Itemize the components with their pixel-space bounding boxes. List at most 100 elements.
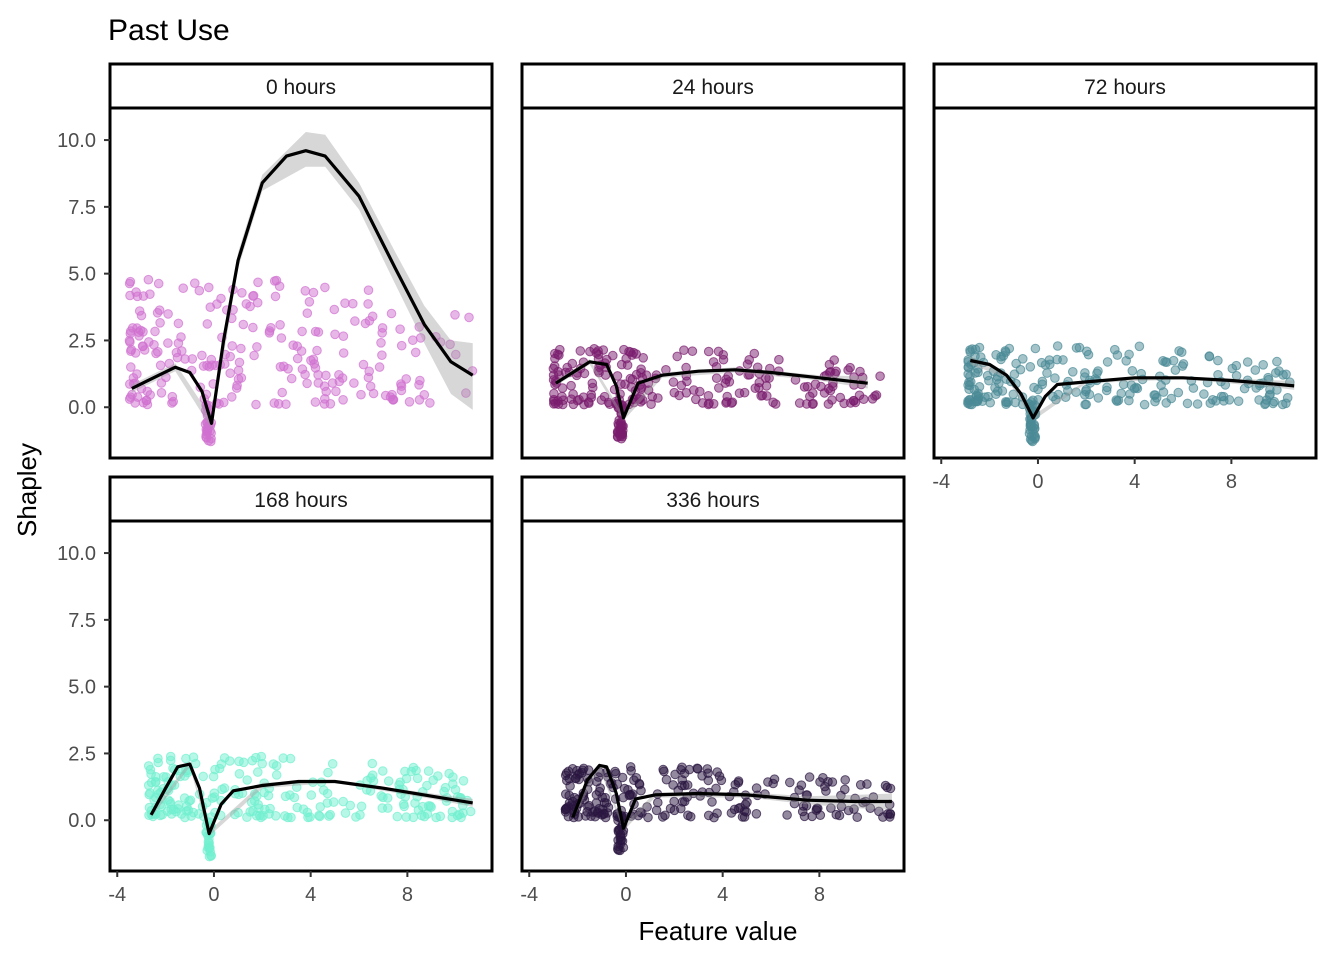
data-point <box>363 299 373 309</box>
data-point <box>376 791 387 801</box>
data-point <box>638 353 649 363</box>
data-point <box>1018 354 1028 364</box>
data-point <box>153 785 163 796</box>
data-point <box>387 389 397 400</box>
data-point <box>1116 388 1126 399</box>
data-point <box>252 342 262 352</box>
data-point <box>794 398 805 408</box>
data-point <box>567 764 578 774</box>
data-point <box>741 807 752 817</box>
data-point <box>252 297 263 308</box>
data-point <box>178 283 188 294</box>
data-point <box>769 774 780 785</box>
data-point <box>285 753 296 764</box>
data-point <box>153 753 163 764</box>
data-point <box>203 837 214 848</box>
data-point <box>739 387 750 398</box>
data-point <box>827 777 838 787</box>
data-point <box>202 360 212 371</box>
data-point <box>465 806 476 817</box>
data-point <box>992 374 1002 385</box>
data-point <box>643 812 653 823</box>
data-point <box>707 797 717 807</box>
data-point <box>300 286 311 296</box>
data-point <box>829 355 840 365</box>
data-point <box>808 388 818 398</box>
data-point <box>360 318 371 329</box>
data-point <box>230 809 240 820</box>
data-point <box>125 276 136 287</box>
data-point <box>1030 343 1041 354</box>
data-point <box>1281 369 1291 380</box>
data-point <box>599 391 610 402</box>
data-point <box>1188 383 1199 393</box>
y-tick-label: 7.5 <box>68 197 96 219</box>
data-point <box>276 333 287 343</box>
data-point <box>636 364 646 375</box>
data-point <box>1127 366 1138 376</box>
data-point <box>338 796 349 807</box>
data-point <box>1063 386 1073 396</box>
data-point <box>996 351 1006 362</box>
data-point <box>173 318 184 329</box>
data-point <box>187 354 198 364</box>
data-point <box>610 766 620 777</box>
data-point <box>819 388 830 398</box>
data-point <box>1158 387 1169 397</box>
data-point <box>362 775 373 786</box>
data-point <box>785 777 795 788</box>
data-point <box>1260 399 1270 410</box>
panel-border <box>108 106 494 460</box>
data-point <box>237 288 247 298</box>
data-point <box>296 346 307 356</box>
data-point <box>651 805 662 816</box>
data-point <box>234 756 244 767</box>
data-point <box>275 320 285 330</box>
data-point <box>431 812 441 823</box>
data-point <box>1112 396 1122 407</box>
data-point <box>194 285 205 296</box>
data-point <box>964 384 974 395</box>
point-cloud <box>143 751 476 862</box>
data-point <box>306 790 317 800</box>
data-point <box>870 391 880 401</box>
data-point <box>589 344 600 354</box>
data-point <box>568 399 579 410</box>
data-point <box>273 399 284 409</box>
data-point <box>271 770 282 780</box>
data-point <box>408 335 418 346</box>
data-point <box>679 345 689 356</box>
data-point <box>1173 387 1184 398</box>
data-point <box>248 322 258 333</box>
data-point <box>356 389 366 400</box>
data-point <box>304 297 315 307</box>
data-point <box>712 767 723 777</box>
data-point <box>225 368 235 379</box>
data-point <box>208 771 219 782</box>
data-point <box>602 808 613 818</box>
data-point <box>843 805 854 816</box>
data-point <box>173 338 184 349</box>
smooth-line <box>571 763 892 830</box>
data-point <box>126 346 136 357</box>
data-point <box>312 345 322 356</box>
data-point <box>412 773 423 784</box>
data-point <box>202 319 213 329</box>
data-point <box>619 783 630 794</box>
y-tick-label: 0.0 <box>68 810 96 832</box>
data-point <box>396 381 407 392</box>
data-point <box>1068 367 1078 377</box>
data-point <box>617 421 627 431</box>
data-point <box>1029 382 1039 393</box>
data-point <box>642 802 652 812</box>
data-point <box>574 774 584 785</box>
data-point <box>713 346 724 357</box>
data-point <box>626 766 636 776</box>
data-point <box>142 386 153 397</box>
data-point <box>1042 368 1052 378</box>
data-point <box>386 308 397 319</box>
data-point <box>1151 393 1162 403</box>
data-point <box>557 391 567 402</box>
data-point <box>363 285 374 296</box>
data-point <box>679 768 690 779</box>
